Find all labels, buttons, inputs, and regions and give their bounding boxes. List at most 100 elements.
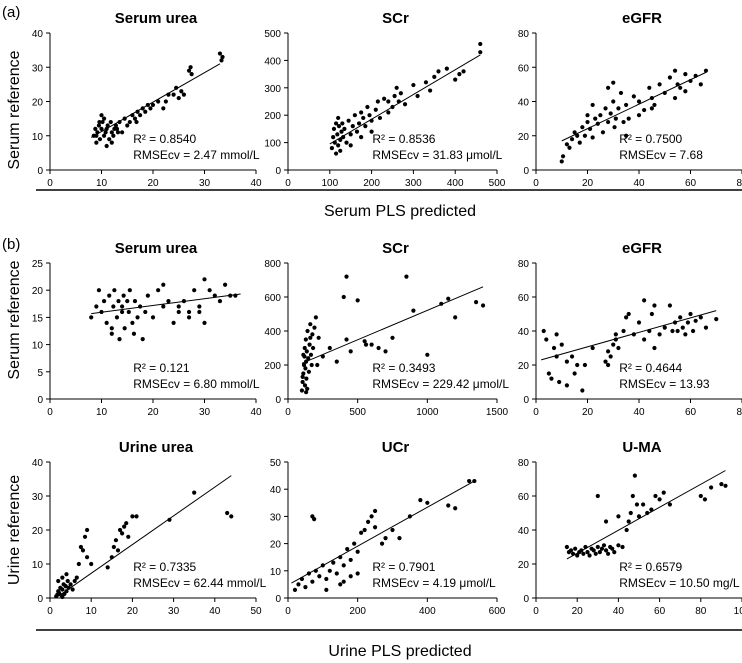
data-point: [306, 571, 311, 576]
chart-b1: Serum urea 0 5 10 15 20 25 0 10 20 30 40 R² = 0.121 R…: [32, 240, 262, 418]
data-point: [621, 119, 626, 125]
data-point: [365, 104, 370, 110]
data-point: [446, 503, 451, 508]
data-point: [575, 362, 580, 368]
data-point: [683, 332, 688, 337]
data-point: [310, 332, 315, 337]
x-tick-label: 80: [736, 178, 742, 189]
x-tick-label: 40: [250, 178, 262, 189]
data-point: [140, 337, 145, 342]
y-tick-label: 200: [264, 111, 281, 122]
data-point: [667, 303, 673, 308]
data-point: [703, 68, 709, 73]
data-point: [310, 345, 316, 351]
data-point: [127, 288, 132, 293]
data-point: [369, 514, 374, 519]
data-point: [575, 553, 580, 558]
data-point: [559, 159, 564, 164]
data-point: [341, 294, 346, 300]
data-point: [369, 129, 374, 134]
data-point: [333, 121, 339, 126]
data-point: [135, 315, 140, 320]
data-point: [336, 143, 341, 148]
data-point: [672, 68, 678, 73]
data-point: [111, 544, 116, 550]
data-point: [719, 482, 724, 487]
data-point: [632, 473, 637, 478]
data-point: [714, 317, 719, 322]
data-point: [685, 320, 691, 325]
data-point: [591, 548, 596, 553]
data-point: [345, 546, 350, 552]
x-tick-label: 400: [419, 606, 436, 617]
data-point: [176, 309, 181, 315]
y-tick-label: 0: [523, 166, 529, 177]
data-point: [590, 102, 595, 108]
data-point: [657, 497, 662, 502]
data-point: [310, 579, 315, 584]
data-point: [446, 296, 451, 301]
x-tick-label: 20: [147, 178, 159, 189]
data-point: [392, 93, 397, 99]
data-point: [96, 288, 102, 293]
data-point: [171, 92, 176, 97]
data-point: [174, 85, 179, 90]
data-point: [612, 125, 617, 130]
data-point: [606, 119, 611, 125]
data-point: [78, 544, 83, 550]
data-point: [432, 74, 437, 79]
y-tick-label: 40: [518, 526, 530, 537]
data-point: [667, 75, 673, 80]
data-point: [439, 301, 444, 306]
data-point: [709, 485, 714, 490]
data-point: [616, 543, 621, 548]
data-point: [723, 483, 728, 488]
data-point: [703, 325, 709, 330]
data-point: [64, 589, 69, 594]
data-point: [613, 337, 618, 342]
data-point: [304, 390, 309, 395]
data-point: [363, 124, 368, 129]
data-point: [339, 129, 344, 134]
data-point: [569, 137, 575, 142]
y-tick-label: 30: [270, 512, 282, 523]
data-point: [652, 102, 657, 108]
data-point: [603, 548, 609, 553]
data-point: [120, 130, 125, 135]
data-point: [303, 366, 308, 371]
y-tick-label: 80: [518, 29, 530, 40]
data-point: [335, 132, 340, 137]
data-point: [425, 352, 430, 357]
x-tick-label: 100: [321, 178, 338, 189]
data-point: [302, 383, 308, 388]
data-point: [64, 572, 69, 577]
data-point: [474, 300, 479, 305]
chart-b4: Urine urea 0 10 20 30 40 0 10 20 30 40 50 R² = 0.733…: [32, 439, 267, 617]
x-tick-label: 600: [489, 606, 506, 617]
data-point: [233, 293, 238, 298]
x-tick-label: 200: [349, 606, 366, 617]
data-point: [425, 500, 430, 505]
data-point: [223, 282, 228, 287]
data-point: [202, 320, 207, 325]
data-point: [167, 517, 172, 522]
data-point: [649, 507, 654, 512]
data-point: [101, 298, 107, 304]
data-point: [117, 527, 123, 533]
data-point: [308, 335, 313, 340]
data-point: [302, 345, 307, 351]
data-point: [690, 328, 696, 334]
data-point: [359, 135, 364, 140]
data-point: [207, 288, 212, 293]
y-tick-label: 400: [264, 327, 281, 338]
regression-line: [91, 293, 241, 315]
regression-line: [57, 475, 232, 597]
data-point: [599, 546, 605, 551]
data-point: [305, 328, 310, 334]
data-point: [628, 510, 633, 516]
data-point: [375, 99, 380, 104]
data-point: [624, 102, 629, 108]
y-tick-label: 0: [275, 166, 281, 177]
data-point: [217, 51, 223, 56]
data-point: [394, 85, 399, 90]
